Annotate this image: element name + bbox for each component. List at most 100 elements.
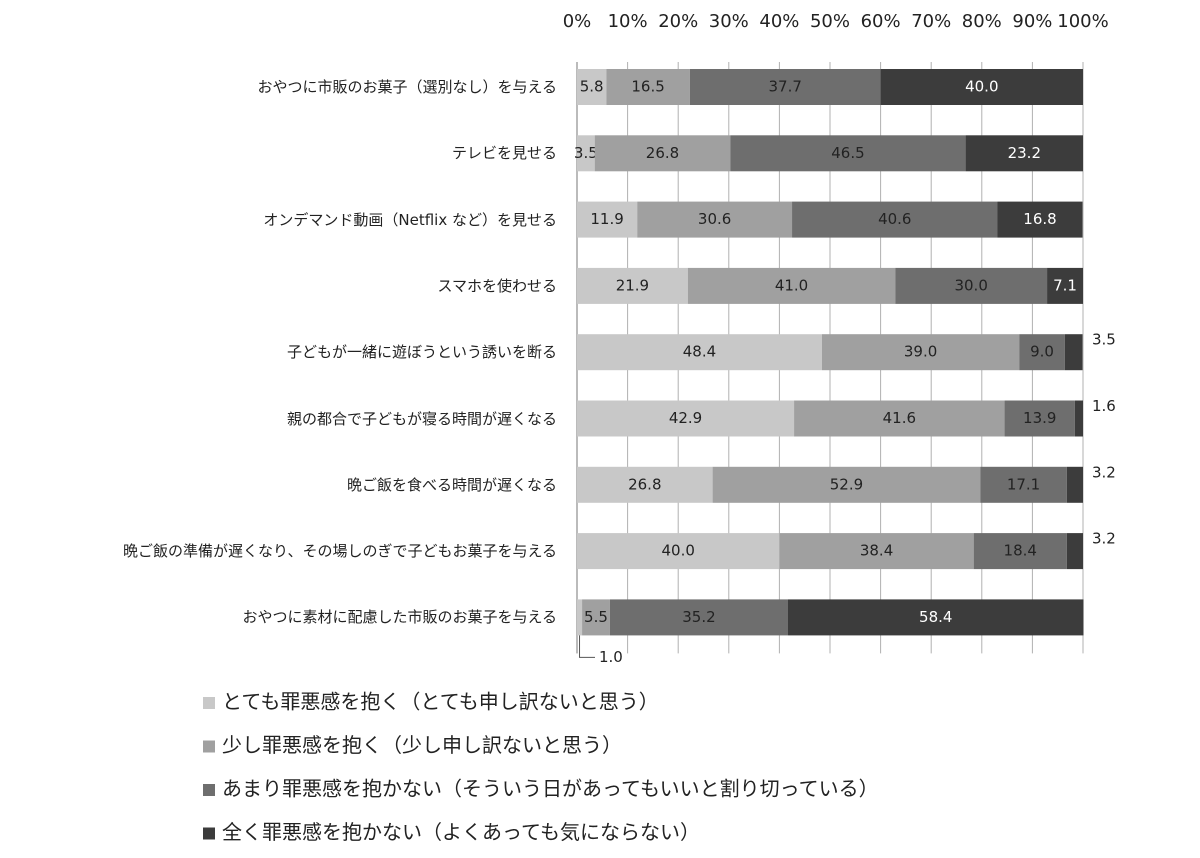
- x-tick-label: 50%: [810, 11, 850, 32]
- bar-segment: [730, 135, 966, 172]
- value-label: 30.0: [954, 276, 987, 294]
- value-label: 42.9: [669, 409, 702, 427]
- bar-segment: [779, 533, 974, 570]
- value-label: 40.0: [661, 542, 694, 560]
- x-tick-label: 100%: [1057, 11, 1108, 32]
- bar-segment: [609, 599, 789, 636]
- value-label: 18.4: [1004, 542, 1037, 560]
- category-label: テレビを見せる: [451, 144, 557, 163]
- value-label: 39.0: [904, 343, 937, 361]
- legend-swatch: [203, 740, 215, 753]
- value-label: 41.0: [775, 276, 808, 294]
- value-label: 7.1: [1053, 276, 1077, 294]
- value-label: 40.0: [965, 78, 998, 96]
- bar-segment: [1047, 267, 1083, 304]
- value-label: 21.9: [616, 276, 649, 294]
- value-label: 46.5: [831, 144, 864, 162]
- legend-label: 少し罪悪感を抱く（少し申し訳ないと思う）: [222, 733, 622, 757]
- value-label: 38.4: [860, 542, 893, 560]
- value-label: 23.2: [1008, 144, 1041, 162]
- bar-segment: [577, 69, 607, 105]
- value-label: 26.8: [646, 144, 679, 162]
- bar-segment: [1064, 334, 1083, 371]
- value-label: 17.1: [1007, 475, 1040, 493]
- legend-label: とても罪悪感を抱く（とても申し訳ないと思う）: [222, 690, 659, 714]
- value-label: 26.8: [628, 475, 661, 493]
- bar-segment: [1004, 400, 1075, 437]
- bar-segment: [582, 599, 610, 636]
- bar-segment: [980, 466, 1067, 503]
- value-label: 3.2: [1092, 463, 1116, 481]
- bar-segment: [821, 334, 1020, 371]
- value-label: 52.9: [830, 475, 863, 493]
- value-label: 3.5: [574, 144, 598, 162]
- legend-label: 全く罪悪感を抱かない（よくあっても気にならない）: [222, 820, 700, 844]
- legend-swatch: [203, 784, 215, 796]
- value-label: 1.0: [599, 648, 623, 666]
- category-label: 親の都合で子どもが寝る時間が遅くなる: [286, 409, 557, 428]
- category-label: おやつに素材に配慮した市販のお菓子を与える: [242, 608, 557, 627]
- value-label: 30.6: [698, 210, 731, 228]
- bar-segment: [689, 69, 881, 105]
- x-tick-label: 90%: [1012, 11, 1052, 32]
- bar-segment: [895, 267, 1048, 304]
- value-label: 9.0: [1030, 343, 1054, 361]
- x-tick-label: 0%: [563, 11, 592, 32]
- leader-line: [579, 635, 595, 658]
- category-label: オンデマンド動画（Netflix など）を見せる: [263, 210, 557, 229]
- bar-segment: [997, 201, 1083, 238]
- value-label: 35.2: [682, 608, 715, 626]
- value-label: 3.2: [1092, 530, 1116, 548]
- bar-segment: [1066, 466, 1083, 503]
- x-tick-label: 30%: [709, 11, 749, 32]
- category-label: おやつに市販のお菓子（選別なし）を与える: [257, 78, 557, 96]
- bar-segment: [1066, 533, 1083, 570]
- bar-segment: [577, 135, 595, 172]
- bar-segment: [637, 201, 793, 238]
- bar-segment: [794, 400, 1005, 437]
- value-label: 41.6: [883, 409, 916, 427]
- bar-segment: [712, 466, 981, 503]
- bar-segment: [577, 201, 638, 238]
- value-label: 58.4: [919, 608, 952, 626]
- x-tick-label: 20%: [658, 11, 698, 32]
- value-label: 16.8: [1023, 210, 1056, 228]
- legend-swatch: [203, 827, 215, 840]
- x-tick-label: 40%: [759, 11, 799, 32]
- bar-segment: [1019, 334, 1065, 371]
- value-label: 5.5: [584, 608, 608, 626]
- bar-segment: [788, 599, 1084, 636]
- bar-segment: [606, 69, 690, 105]
- value-label: 5.8: [580, 78, 604, 96]
- value-label: 13.9: [1023, 409, 1056, 427]
- bar-segment: [594, 135, 731, 172]
- bar-segment: [577, 334, 822, 371]
- legend-label: あまり罪悪感を抱かない（そういう日があってもいいと割り切っている）: [222, 777, 879, 801]
- category-label: 子どもが一緒に遊ぼうという誘いを断る: [286, 343, 557, 362]
- x-tick-label: 80%: [962, 11, 1002, 32]
- value-label: 37.7: [769, 78, 802, 96]
- value-label: 40.6: [878, 210, 911, 228]
- x-tick-label: 60%: [861, 11, 901, 32]
- category-label: 晩ご飯の準備が遅くなり、その場しのぎで子どもお菓子を与える: [123, 542, 557, 561]
- bar-segment: [880, 69, 1083, 105]
- value-label: 11.9: [590, 210, 623, 228]
- bar-segment: [577, 533, 780, 570]
- category-label: 晩ご飯を食べる時間が遅くなる: [346, 475, 557, 494]
- value-label: 3.5: [1092, 331, 1116, 349]
- bar-segment: [792, 201, 998, 238]
- bar-segment: [687, 267, 896, 304]
- bar-segment: [577, 267, 688, 304]
- bar-segment: [577, 400, 795, 437]
- x-tick-label: 70%: [911, 11, 951, 32]
- bar-segment: [577, 599, 583, 636]
- bar-segment: [1074, 400, 1083, 437]
- category-label: スマホを使わせる: [437, 276, 557, 295]
- value-label: 16.5: [631, 78, 664, 96]
- legend-swatch: [203, 697, 215, 709]
- bar-segment: [965, 135, 1083, 172]
- x-tick-label: 10%: [608, 11, 648, 32]
- bar-segment: [577, 466, 713, 503]
